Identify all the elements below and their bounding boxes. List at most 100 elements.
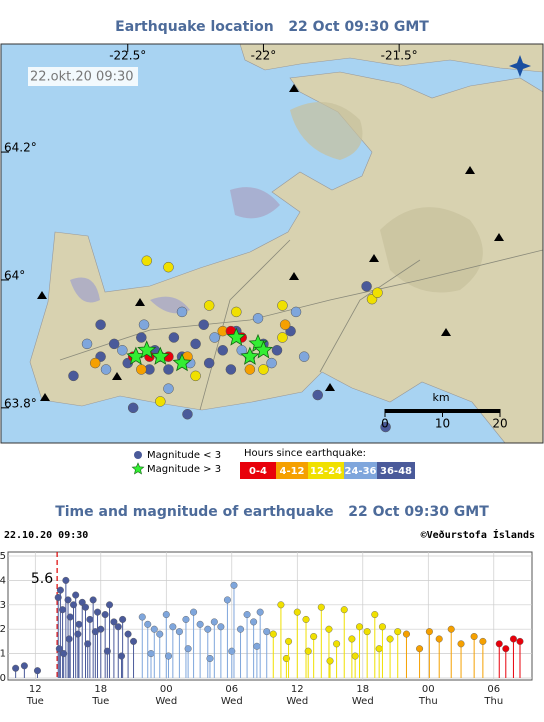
stem-point	[502, 645, 510, 653]
stem-point	[435, 635, 443, 643]
quake	[203, 357, 215, 369]
quake	[95, 319, 106, 330]
stem-point	[206, 654, 214, 662]
stem-point	[204, 625, 212, 633]
stem-point	[64, 596, 72, 604]
stem-point	[94, 608, 102, 616]
quake	[277, 332, 288, 343]
stem-point	[516, 637, 524, 645]
stem-point	[114, 623, 122, 631]
map-timestamp: 22.okt.20 09:30	[30, 70, 134, 85]
quake	[81, 338, 93, 350]
stem-point	[62, 576, 70, 584]
stem-point	[69, 601, 77, 609]
stem-point	[378, 623, 386, 631]
quake-star	[226, 327, 246, 346]
stem-point	[425, 628, 433, 636]
legend: Hours since earthquake: Magnitude < 3 Mag…	[131, 448, 415, 479]
stem-point	[269, 630, 277, 638]
quake	[372, 287, 383, 298]
x-tick-day: Tue	[91, 696, 109, 707]
quake	[231, 306, 242, 318]
plot-frame	[7, 551, 533, 681]
quake-star	[150, 346, 170, 365]
legend-label: 24-36	[345, 466, 377, 477]
stem-point	[144, 620, 152, 628]
y-tick-label: 5	[0, 551, 6, 562]
stem-point	[20, 662, 28, 670]
timestamp-box	[28, 67, 138, 86]
quake	[217, 345, 228, 356]
quake	[89, 357, 101, 369]
x-tick-label: -21.5°	[381, 49, 418, 63]
stem-point	[416, 645, 424, 653]
stem-point	[54, 593, 62, 601]
x-tick-day: Thu	[418, 696, 438, 707]
stem-point	[84, 640, 92, 648]
quake	[176, 306, 188, 318]
quake	[100, 364, 112, 375]
stem-point	[78, 598, 86, 606]
stations	[37, 84, 504, 401]
stem-point	[243, 611, 251, 619]
x-tick-day: Thu	[483, 696, 503, 707]
y-tick-label: 4	[0, 575, 6, 586]
scale-tick-label: 0	[381, 417, 389, 431]
stem-point	[223, 596, 231, 604]
y-tick-label: 63.8°	[4, 396, 37, 410]
stem-point	[175, 628, 183, 636]
quake	[290, 306, 302, 318]
quake	[361, 281, 372, 292]
legend-label: Magnitude < 3	[147, 450, 221, 461]
land	[239, 44, 543, 73]
stem-point	[66, 613, 74, 621]
x-tick-label: 12	[29, 684, 42, 695]
stem-point	[479, 637, 487, 645]
road	[59, 239, 543, 411]
stem-point	[97, 625, 105, 633]
lava-field	[70, 187, 280, 314]
quake	[190, 338, 201, 350]
legend-swatch	[276, 462, 308, 479]
quake	[168, 332, 180, 343]
quake-star	[137, 340, 157, 359]
stem-point	[196, 620, 204, 628]
quake	[141, 255, 152, 267]
stem-point	[33, 667, 41, 675]
quake	[138, 319, 150, 330]
legend-marker	[134, 451, 142, 459]
stem-point	[351, 652, 359, 660]
x-tick-label: 06	[487, 684, 500, 695]
stem-point	[326, 657, 334, 665]
stem-point	[363, 628, 371, 636]
stem-point	[106, 601, 114, 609]
stem-point	[263, 628, 271, 636]
stem-point	[228, 647, 236, 655]
stem-point	[325, 625, 333, 633]
stem-point	[237, 625, 245, 633]
stem-point	[119, 615, 127, 623]
stem-point	[59, 606, 67, 614]
quake	[155, 396, 166, 407]
stem-point	[103, 647, 111, 655]
stem-point	[386, 635, 394, 643]
stem-point	[371, 611, 379, 619]
stem-point	[230, 581, 238, 589]
quake	[203, 300, 215, 311]
x-tick-label: -22°	[251, 49, 277, 63]
credit: ©Veðurstofa Íslands	[421, 528, 535, 541]
quake	[163, 383, 174, 394]
legend-label: 0-4	[249, 466, 267, 477]
stem-point	[394, 628, 402, 636]
stem-point	[150, 625, 158, 633]
stem-point	[457, 640, 465, 648]
x-tick-label: 06	[225, 684, 238, 695]
y-tick-label: 1	[0, 649, 6, 660]
quake-star	[240, 346, 260, 365]
stem-point	[147, 650, 155, 658]
stem-point	[302, 615, 310, 623]
stem-point	[89, 596, 97, 604]
date-label: 22.10.20 09:30	[4, 530, 88, 541]
legend-swatch	[377, 462, 415, 479]
